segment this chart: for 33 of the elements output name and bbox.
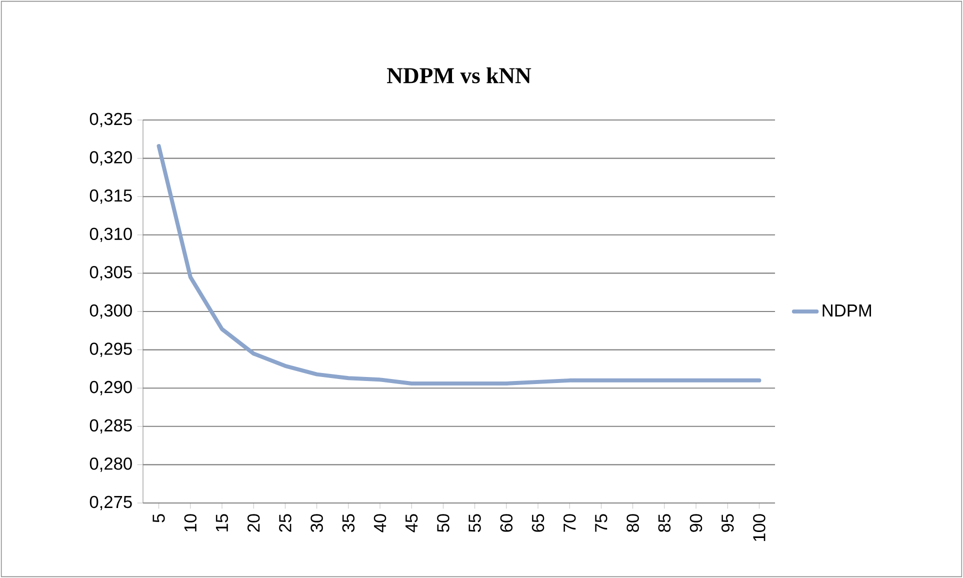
x-tick-label: 95 [721,514,734,532]
y-tick-label: 0,310 [90,228,132,242]
y-tick-label: 0,295 [90,342,132,357]
x-tick-label: 5 [152,514,165,522]
x-tick-label: 10 [184,514,197,532]
x-tick-label: 45 [406,514,418,532]
x-tick-label: 60 [500,514,513,532]
legend-label: NDPM [822,304,871,316]
x-tick-label: 30 [310,514,323,532]
y-tick-label: 0,305 [90,266,132,280]
x-tick-label: 75 [595,514,608,532]
x-tick-label: 100 [753,514,766,542]
x-tick-label: 25 [279,514,292,532]
x-tick-label: 65 [532,514,544,532]
x-tick-label: 55 [468,514,481,532]
x-tick-label: 20 [247,514,260,532]
x-tick-label: 40 [374,514,386,532]
x-tick-label: 15 [216,514,228,532]
y-tick-label: 0,290 [90,380,132,396]
x-tick-label: 90 [690,514,702,532]
y-tick-label: 0,315 [90,189,132,204]
y-tick-label: 0,280 [90,458,132,472]
x-tick-label: 85 [658,514,671,532]
x-tick-label: 50 [437,514,450,532]
y-tick-label: 0,325 [90,112,132,128]
y-tick-label: 0,320 [90,151,132,166]
y-tick-label: 0,275 [90,496,132,510]
x-tick-label: 80 [626,514,639,532]
x-tick-label: 70 [563,514,576,532]
x-tick-label: 35 [342,514,355,532]
chart-title: NDPM vs kNN [387,67,532,84]
y-tick-label: 0,300 [90,304,132,319]
y-tick-label: 0,285 [90,419,132,434]
